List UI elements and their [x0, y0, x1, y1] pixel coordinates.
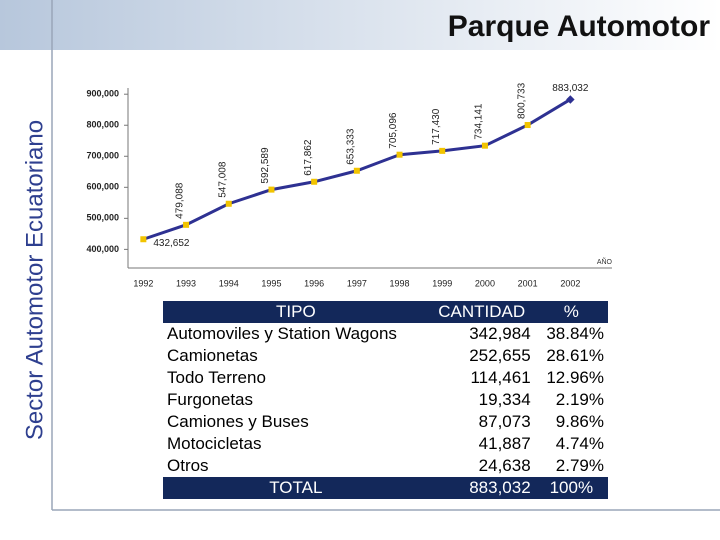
data-label: 717,430	[431, 108, 442, 145]
point	[439, 147, 446, 154]
x-tick-label: 1995	[261, 278, 281, 288]
y-tick-label: 700,000	[86, 151, 119, 161]
table-cell: 114,461	[470, 368, 531, 387]
data-label: 547,008	[217, 161, 228, 198]
point	[481, 142, 488, 149]
table-cell: Furgonetas	[167, 390, 253, 409]
table-row: Otros 24,638 2.79%	[163, 455, 608, 477]
table-cell: 883,032	[428, 477, 535, 499]
table-cell: CANTIDAD	[428, 301, 535, 323]
x-axis-label: AÑO	[597, 257, 613, 266]
table-cell: Automoviles y Station Wagons	[167, 324, 397, 343]
side-title: Sector Automotor Ecuatoriano	[21, 120, 48, 440]
table-cell: Camionetas	[167, 346, 258, 365]
table-cell: 12.96%	[546, 368, 604, 387]
data-label: 479,088	[175, 182, 186, 219]
point	[183, 221, 190, 228]
x-tick-label: 1992	[133, 278, 153, 288]
table-row: TOTAL 883,032 100%	[163, 477, 608, 499]
data-label: 883,032	[552, 83, 589, 94]
data-label: 734,141	[474, 103, 485, 140]
table-cell: 38.84%	[546, 324, 604, 343]
data-label: 705,096	[388, 112, 399, 149]
table-row: Motocicletas 41,887 4.74%	[163, 433, 608, 455]
table-row: Camiones y Buses 87,073 9.86%	[163, 411, 608, 433]
y-tick-label: 900,000	[86, 89, 119, 99]
table-cell: %	[534, 301, 608, 323]
table-row: Todo Terreno 114,461 12.96%	[163, 367, 608, 389]
point	[396, 151, 403, 158]
point	[311, 178, 318, 185]
y-tick-label: 400,000	[86, 244, 119, 254]
x-tick-label: 1997	[347, 278, 367, 288]
table-cell: 4.74%	[555, 434, 604, 453]
table-cell: 41,887	[478, 434, 531, 453]
point	[524, 122, 531, 129]
data-table: TIPO CANTIDAD% Automoviles y Station Wagon…	[163, 301, 608, 499]
table-cell: 2.19%	[555, 390, 604, 409]
point	[140, 236, 147, 243]
table-cell: Camiones y Buses	[167, 412, 309, 431]
table-row: Camionetas 252,655 28.61%	[163, 345, 608, 367]
data-label: 800,733	[516, 82, 527, 119]
table-cell: 19,334	[478, 390, 531, 409]
table-cell: 87,073	[478, 412, 531, 431]
y-tick-label: 800,000	[86, 120, 119, 130]
y-tick-label: 500,000	[86, 213, 119, 223]
table-row: Furgonetas 19,334 2.19%	[163, 389, 608, 411]
point	[225, 200, 232, 207]
x-tick-label: 2000	[475, 278, 495, 288]
data-label: 653,333	[345, 128, 356, 165]
data-label: 432,652	[153, 238, 190, 249]
table-cell: 252,655	[469, 346, 531, 365]
y-tick-label: 600,000	[86, 182, 119, 192]
point	[268, 186, 275, 193]
point	[353, 167, 360, 174]
table-cell: Todo Terreno	[167, 368, 266, 387]
table-row: Automoviles y Station Wagons 342,984 38.84…	[163, 323, 608, 345]
header-band	[0, 0, 720, 50]
data-label: 617,862	[303, 139, 314, 176]
table-cell: 2.79%	[555, 456, 604, 475]
table-cell: 28.61%	[546, 346, 604, 365]
data-label: 592,589	[260, 147, 271, 184]
slide-title: Parque Automotor	[448, 10, 711, 43]
table-cell: 9.86%	[555, 412, 604, 431]
x-tick-label: 1993	[176, 278, 196, 288]
table-cell: Otros	[167, 456, 209, 475]
table-cell: 24,638	[478, 456, 531, 475]
x-tick-label: 1994	[219, 278, 239, 288]
table-row: TIPO CANTIDAD%	[163, 301, 608, 323]
table-cell: 342,984	[469, 324, 531, 343]
table-cell: Motocicletas	[167, 434, 262, 453]
x-tick-label: 2002	[560, 278, 580, 288]
x-tick-label: 1998	[390, 278, 410, 288]
x-tick-label: 2001	[518, 278, 538, 288]
table-cell: 100%	[534, 477, 608, 499]
table-cell: TIPO	[163, 301, 429, 323]
x-tick-label: 1996	[304, 278, 324, 288]
x-tick-label: 1999	[432, 278, 452, 288]
table-cell: TOTAL	[163, 477, 429, 499]
